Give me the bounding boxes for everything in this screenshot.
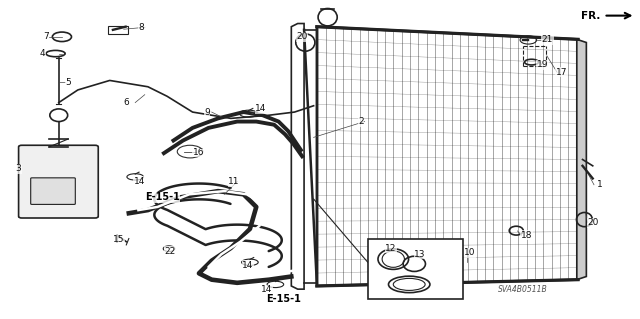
Text: 20: 20: [296, 32, 308, 41]
Text: E-15-1: E-15-1: [145, 192, 180, 203]
Text: 9: 9: [204, 108, 210, 116]
Text: 2: 2: [358, 117, 364, 126]
Circle shape: [163, 246, 175, 251]
Text: 15: 15: [113, 235, 124, 244]
FancyBboxPatch shape: [31, 178, 76, 204]
Text: 8: 8: [138, 23, 144, 32]
Text: 7: 7: [43, 32, 49, 41]
Text: 4: 4: [40, 49, 45, 58]
Text: 17: 17: [556, 68, 567, 77]
Text: 14: 14: [243, 261, 253, 270]
Polygon shape: [577, 39, 586, 280]
Text: 3: 3: [15, 165, 21, 174]
Text: 11: 11: [228, 177, 240, 186]
Text: 12: 12: [385, 243, 396, 253]
Text: 16: 16: [193, 148, 204, 157]
Text: 22: 22: [164, 247, 176, 256]
Text: 14: 14: [261, 285, 273, 294]
Text: 19: 19: [537, 60, 548, 69]
Text: SVA4B0511B: SVA4B0511B: [499, 285, 548, 294]
Text: 20: 20: [588, 218, 599, 227]
Bar: [108, 26, 127, 33]
Text: 13: 13: [414, 250, 426, 259]
Text: 14: 14: [134, 176, 145, 186]
Text: 18: 18: [521, 231, 532, 240]
Ellipse shape: [50, 109, 68, 122]
FancyBboxPatch shape: [19, 145, 99, 218]
Text: 1: 1: [597, 180, 603, 189]
Text: 14: 14: [255, 104, 266, 113]
Ellipse shape: [318, 9, 337, 26]
Text: 5: 5: [65, 78, 71, 86]
Text: E-15-1: E-15-1: [266, 293, 301, 304]
FancyBboxPatch shape: [368, 239, 463, 299]
Text: FR.: FR.: [581, 11, 600, 21]
Text: 10: 10: [464, 248, 476, 257]
Text: 21: 21: [541, 35, 553, 44]
Text: 6: 6: [124, 98, 129, 107]
